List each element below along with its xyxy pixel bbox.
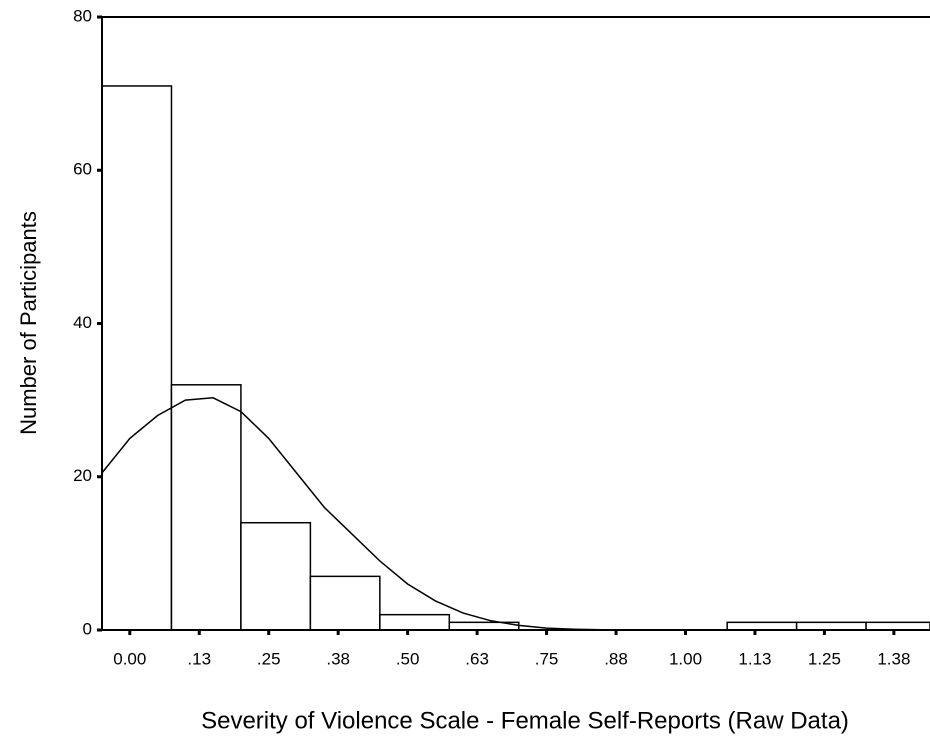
normal-curve [101, 397, 686, 631]
bar [240, 521, 312, 631]
y-axis-label: Number of Participants [16, 211, 41, 435]
x-tick-label: 1.25 [808, 649, 841, 668]
x-tick-label: 0.00 [113, 649, 146, 668]
x-tick-label: 1.00 [669, 649, 702, 668]
y-tick-label: 20 [73, 466, 92, 485]
y-tick-label: 60 [73, 160, 92, 179]
x-tick-label: 1.13 [738, 649, 771, 668]
bar [309, 575, 381, 631]
x-tick-label: .50 [396, 649, 420, 668]
bar [101, 85, 173, 631]
bar [865, 621, 930, 631]
bar [379, 613, 451, 631]
x-tick-label: .63 [465, 649, 489, 668]
x-tick-label: .88 [604, 649, 628, 668]
y-tick-label: 0 [83, 619, 92, 638]
x-axis-label: Severity of Violence Scale - Female Self… [201, 707, 849, 734]
x-tick-label: .25 [257, 649, 281, 668]
y-tick-label: 40 [73, 313, 92, 332]
bar [795, 621, 867, 631]
bar [726, 621, 798, 631]
y-tick-label: 80 [73, 6, 92, 25]
x-tick-label: .13 [187, 649, 211, 668]
x-tick-label: 1.38 [877, 649, 910, 668]
bar [170, 384, 242, 631]
x-tick-label: .38 [326, 649, 350, 668]
x-tick-label: .75 [535, 649, 559, 668]
